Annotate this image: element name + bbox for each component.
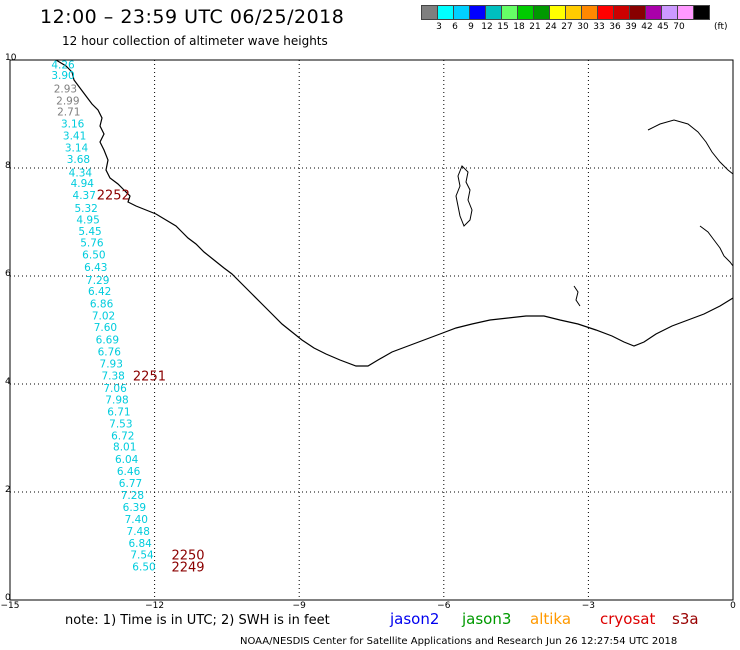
wave-height-value: 3.14 <box>65 142 89 154</box>
wave-height-value: 6.77 <box>119 478 142 490</box>
y-tick-label: 2 <box>5 485 11 495</box>
wave-height-value: 4.34 <box>69 167 93 179</box>
time-label: 2250 <box>171 549 204 564</box>
y-tick-label: 0 <box>5 593 11 603</box>
color-scale-label: 24 <box>545 22 557 32</box>
satellite-legend-item: s3a <box>672 610 699 628</box>
color-scale-label: 33 <box>593 22 605 32</box>
wave-height-value: 7.53 <box>109 418 132 430</box>
map-title: 12:00 – 23:59 UTC 06/25/2018 <box>40 6 345 28</box>
y-tick-label: 10 <box>5 53 17 63</box>
wave-height-points: 4.263.90 2.932.992.713.163.413.143.684.34… <box>51 59 155 573</box>
time-label: 2252 <box>97 188 130 203</box>
wave-height-value: 2.99 <box>56 96 79 108</box>
wave-height-value: 6.04 <box>115 454 139 466</box>
x-tick-label: −9 <box>292 601 306 611</box>
wave-height-value: 7.60 <box>94 322 117 334</box>
wave-height-value: 6.71 <box>107 407 130 419</box>
wave-height-value: 6.84 <box>128 538 152 550</box>
wave-height-value: 7.40 <box>125 514 148 526</box>
wave-height-value: 4.94 <box>71 178 95 190</box>
wave-height-value: 7.29 <box>86 275 109 287</box>
wave-height-value: 6.50 <box>82 249 105 261</box>
map-note: note: 1) Time is in UTC; 2) SWH is in fe… <box>65 613 330 628</box>
color-scale-label: 70 <box>673 22 685 32</box>
wave-height-value: 7.98 <box>105 395 128 407</box>
wave-height-value: 7.06 <box>103 383 127 395</box>
wave-height-value: 6.72 <box>111 430 134 442</box>
map-footer: NOAA/NESDIS Center for Satellite Applica… <box>240 636 678 647</box>
wave-height-value: 5.32 <box>74 203 97 215</box>
wave-height-value: 3.68 <box>67 154 90 166</box>
color-scale-label: 12 <box>481 22 493 32</box>
time-label: 2249 <box>171 561 204 576</box>
satellite-legend-item: jason3 <box>462 610 512 628</box>
color-scale-label: 15 <box>497 22 509 32</box>
wave-height-value: 3.90 <box>51 70 74 82</box>
x-tick-label: −12 <box>145 601 165 611</box>
color-scale-label: 3 <box>436 22 442 32</box>
color-scale-label: 42 <box>641 22 653 32</box>
wave-height-value: 7.54 <box>130 550 154 562</box>
wave-height-value: 5.45 <box>78 226 101 238</box>
wave-height-value: 6.76 <box>98 347 122 359</box>
color-scale-label: 27 <box>561 22 573 32</box>
y-tick-label: 6 <box>5 269 11 279</box>
color-scale-label: 18 <box>513 22 525 32</box>
wave-height-value: 3.16 <box>61 119 85 131</box>
wave-height-value: 7.38 <box>101 370 124 382</box>
wave-height-value: 7.48 <box>127 526 150 538</box>
wave-height-value: 7.28 <box>121 490 144 502</box>
island-small <box>573 285 581 307</box>
y-tick-label: 4 <box>5 377 11 387</box>
time-label: 2251 <box>133 369 166 384</box>
wave-height-value: 7.93 <box>100 358 123 370</box>
wave-height-value: 2.71 <box>57 106 80 118</box>
x-tick-label: −6 <box>437 601 451 611</box>
wave-height-value: 8.01 <box>113 442 136 454</box>
island-west <box>455 165 473 227</box>
coast-east-fragment <box>699 225 734 267</box>
color-scale-label: 36 <box>609 22 621 32</box>
wave-height-value: 6.46 <box>117 466 141 478</box>
color-swatch <box>693 5 710 20</box>
wave-height-value: 5.76 <box>80 238 104 250</box>
color-scale-label: 21 <box>529 22 541 32</box>
wave-height-value: 4.26 <box>51 59 75 71</box>
wave-height-value: 6.69 <box>96 335 119 347</box>
color-scale-label: 30 <box>577 22 589 32</box>
wave-height-value: 3.41 <box>63 131 86 143</box>
color-scale-label: 9 <box>468 22 474 32</box>
color-scale-bar <box>421 5 710 20</box>
satellite-legend-item: cryosat <box>600 610 656 628</box>
coastline <box>55 59 734 367</box>
satellite-legend-item: altika <box>530 610 572 628</box>
color-scale-label: 6 <box>452 22 458 32</box>
x-tick-label: −3 <box>581 601 596 611</box>
wave-height-value: 4.37 <box>73 190 96 202</box>
color-scale-unit: (ft) <box>714 22 728 32</box>
color-scale-label: 45 <box>657 22 669 32</box>
wave-height-value: 6.43 <box>84 262 107 274</box>
y-tick-label: 8 <box>5 161 11 171</box>
wave-height-value: 7.02 <box>92 310 115 322</box>
x-tick-label: 0 <box>730 601 736 611</box>
map-grid <box>10 60 733 600</box>
satellite-legend-item: jason2 <box>390 610 440 628</box>
wave-height-value: 6.50 <box>132 562 155 574</box>
map-frame <box>9 59 734 601</box>
wave-height-value: 6.42 <box>88 286 111 298</box>
x-tick-label: −15 <box>0 601 20 611</box>
map-subtitle: 12 hour collection of altimeter wave hei… <box>62 34 328 48</box>
color-scale-label: 39 <box>625 22 637 32</box>
wave-height-value: 6.39 <box>123 502 146 514</box>
island-northeast <box>647 119 734 175</box>
wave-height-value: 2.93 <box>54 84 77 96</box>
wave-height-value: 4.95 <box>76 214 99 226</box>
wave-height-value: 6.86 <box>90 299 114 311</box>
